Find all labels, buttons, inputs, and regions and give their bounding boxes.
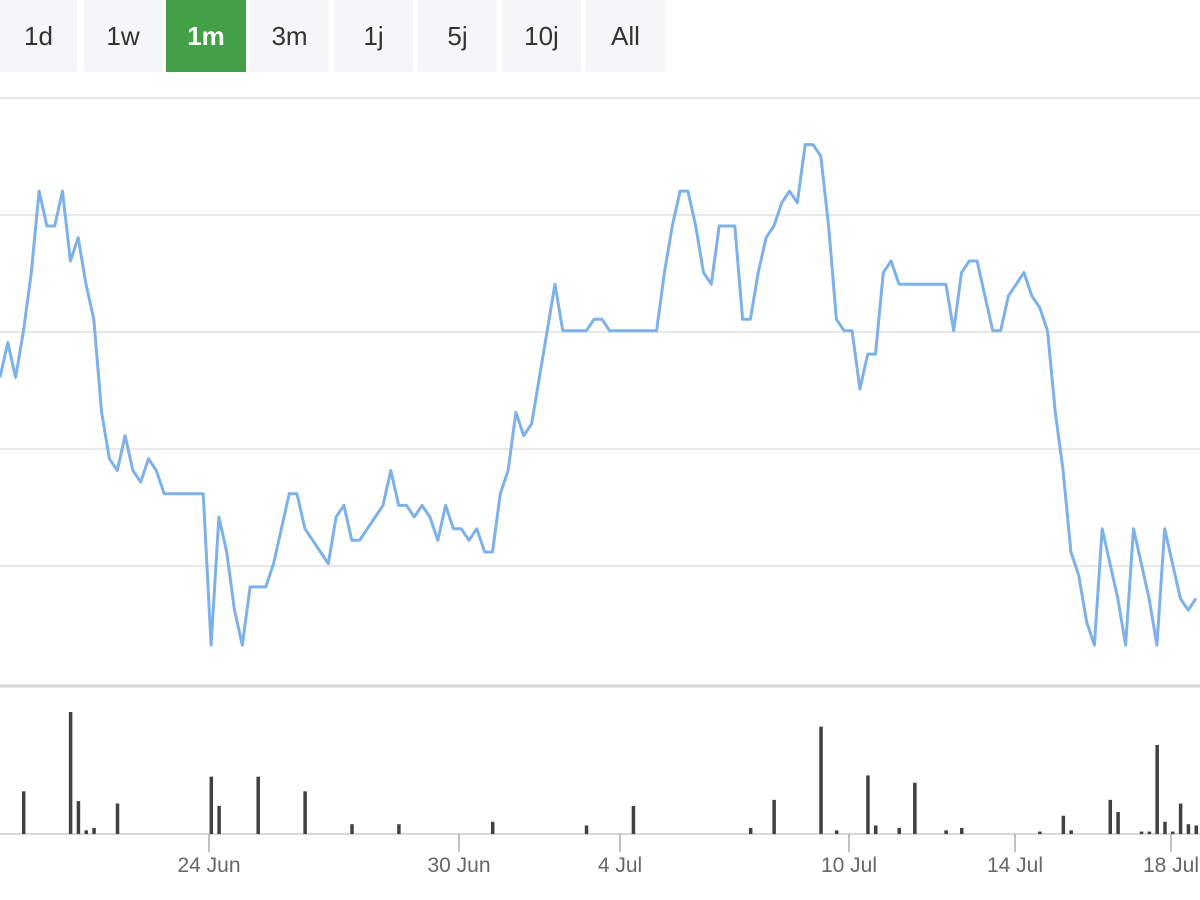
volume-bar: [631, 805, 636, 834]
volume-bar: [959, 827, 964, 834]
x-tick-label: 30 Jun: [427, 854, 490, 877]
volume-bar: [209, 776, 214, 834]
volume-bar: [819, 726, 823, 834]
volume-bar: [1171, 831, 1175, 834]
volume-bar: [217, 805, 221, 834]
volume-bar: [834, 830, 839, 834]
volume-bar: [748, 827, 753, 834]
volume-bar: [1186, 824, 1191, 834]
range-button-1m[interactable]: 1m: [166, 0, 246, 72]
volume-bar: [944, 830, 948, 834]
volume-bar: [92, 827, 96, 834]
x-tick-label: 14 Jul: [987, 854, 1043, 877]
volume-bar: [1061, 815, 1066, 834]
volume-bar: [115, 803, 120, 834]
volume-bar: [874, 825, 878, 834]
range-button-all[interactable]: All: [586, 0, 665, 72]
volume-bar: [397, 824, 401, 834]
volume-bar: [490, 821, 495, 834]
volume-bar: [68, 712, 73, 834]
volume-bar: [76, 801, 81, 834]
volume-bar: [772, 799, 776, 834]
range-button-1d[interactable]: 1d: [0, 0, 77, 72]
volume-bar: [21, 791, 26, 834]
volume-bar: [303, 791, 307, 834]
volume-bar: [1108, 799, 1113, 834]
range-button-10j[interactable]: 10j: [502, 0, 581, 72]
volume-bar: [1155, 744, 1159, 834]
volume-bar: [1139, 831, 1144, 834]
volume-bar: [1194, 825, 1198, 834]
volume-bar: [1178, 803, 1183, 834]
volume-bar: [1069, 830, 1073, 834]
range-button-3m[interactable]: 3m: [250, 0, 329, 72]
volume-bar: [866, 775, 870, 834]
volume-bar: [1038, 831, 1042, 834]
x-tick-label: 18 Jul: [1143, 854, 1199, 877]
x-tick-label: 10 Jul: [821, 854, 877, 877]
range-button-1j[interactable]: 1j: [334, 0, 413, 72]
volume-bar: [350, 824, 354, 834]
volume-bar: [256, 776, 260, 834]
volume-bar: [1147, 831, 1152, 834]
volume-bar: [1116, 812, 1120, 834]
range-button-1w[interactable]: 1w: [84, 0, 162, 72]
price-series-line: [0, 143, 1198, 647]
volume-bar: [584, 825, 589, 834]
volume-bar: [84, 830, 88, 834]
volume-bar: [913, 782, 917, 834]
x-tick-label: 24 Jun: [177, 854, 240, 877]
volume-bar: [897, 827, 901, 834]
range-button-5j[interactable]: 5j: [418, 0, 497, 72]
volume-bar: [1163, 821, 1167, 834]
x-tick-label: 4 Jul: [598, 854, 642, 877]
